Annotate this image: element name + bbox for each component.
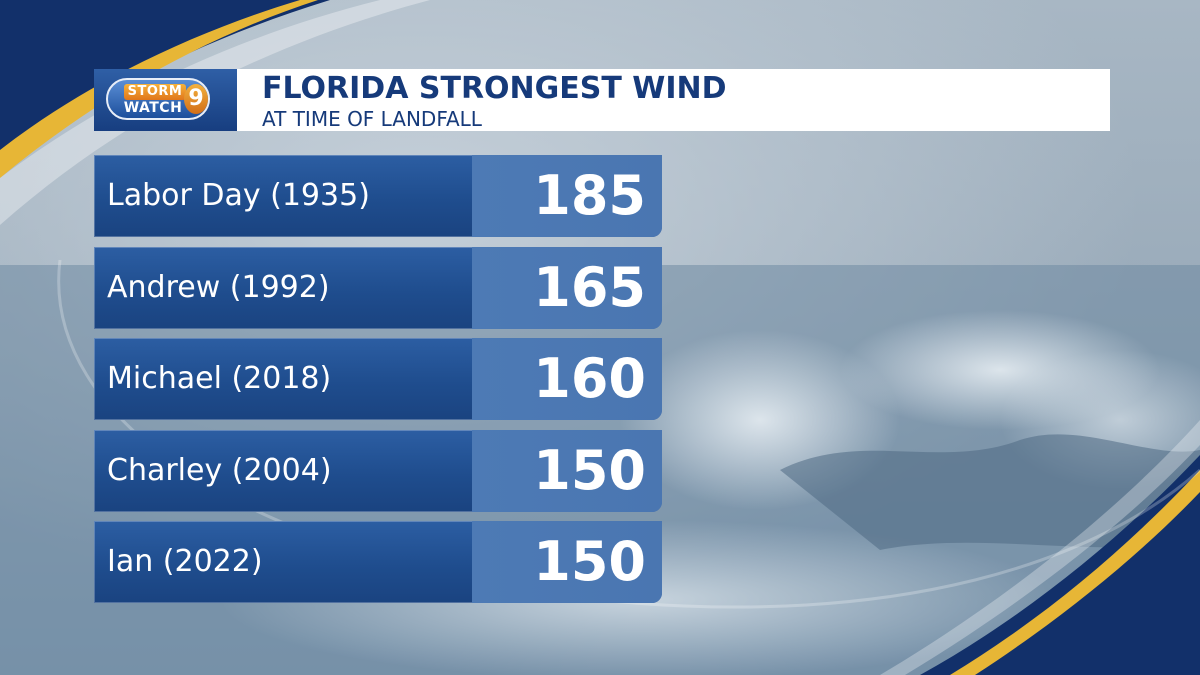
logo-badge: STORM WATCH 9 — [106, 78, 210, 120]
wind-speed-cell: 160 — [472, 338, 662, 420]
wind-speed-value: 150 — [533, 530, 646, 593]
hurricane-row: Michael (2018) 160 — [94, 338, 662, 420]
storm-watch-9-logo: STORM WATCH 9 — [94, 69, 237, 131]
hurricane-row: Labor Day (1935) 185 — [94, 155, 662, 237]
wind-speed-cell: 185 — [472, 155, 662, 237]
wind-speed-value: 165 — [533, 255, 646, 319]
hurricane-name: Charley (2004) — [107, 452, 332, 488]
logo-watch-text: WATCH — [123, 100, 183, 116]
hurricane-name: Andrew (1992) — [107, 269, 330, 305]
hurricane-name: Michael (2018) — [107, 361, 332, 396]
wind-speed-value: 185 — [533, 164, 646, 227]
logo-number: 9 — [184, 84, 208, 114]
hurricane-name: Ian (2022) — [107, 544, 263, 579]
wind-speed-value: 160 — [533, 347, 646, 410]
graphic-subtitle: AT TIME OF LANDFALL — [262, 107, 482, 131]
wind-speed-cell: 150 — [472, 521, 662, 603]
hurricane-row: Charley (2004) 150 — [94, 429, 662, 512]
hurricane-wind-list: Labor Day (1935) 185 Andrew (1992) 165 M… — [94, 155, 662, 613]
wind-speed-cell: 165 — [472, 246, 662, 329]
wind-speed-cell: 150 — [472, 429, 662, 512]
wind-speed-value: 150 — [533, 438, 646, 502]
hurricane-name: Labor Day (1935) — [107, 178, 370, 213]
graphic-title: FLORIDA STRONGEST WIND — [262, 71, 727, 106]
hurricane-row: Andrew (1992) 165 — [94, 246, 662, 329]
graphic-header: STORM WATCH 9 FLORIDA STRONGEST WIND AT … — [94, 69, 1110, 131]
hurricane-row: Ian (2022) 150 — [94, 521, 662, 603]
logo-storm-text: STORM — [124, 84, 186, 100]
